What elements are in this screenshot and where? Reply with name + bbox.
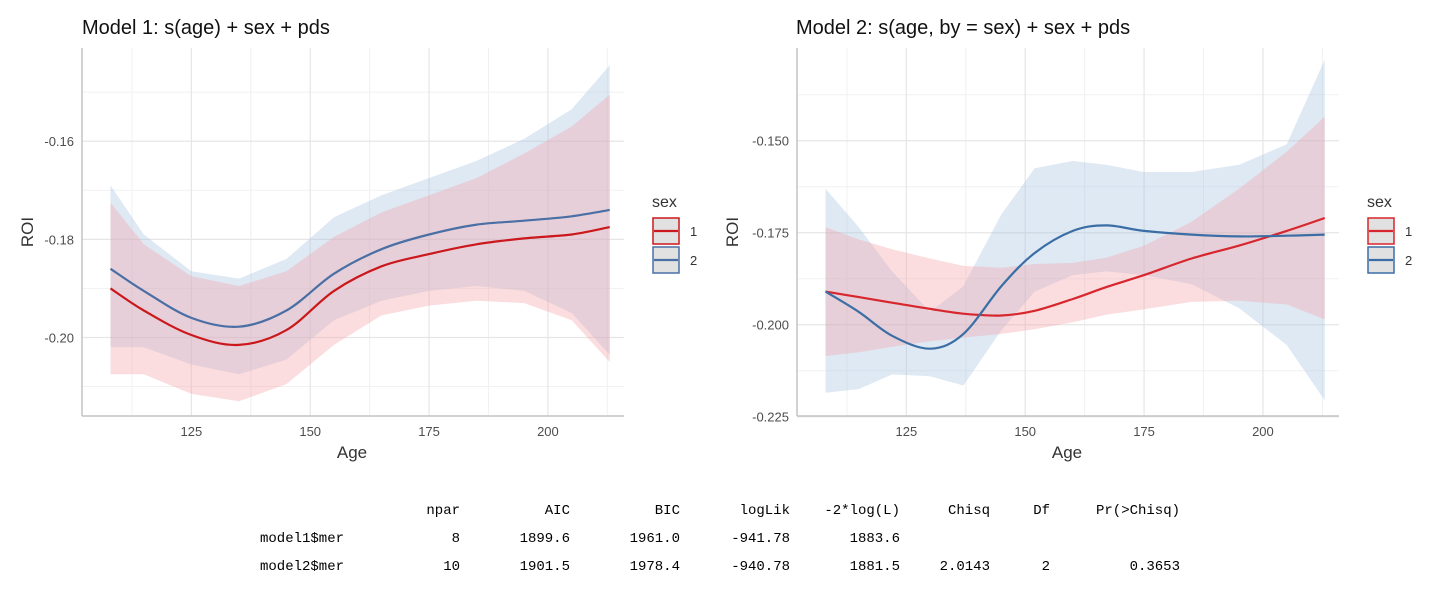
x-tick-label: 125 [895, 424, 917, 439]
x-tick-label: 150 [1014, 424, 1036, 439]
series-line-sex-2 [824, 224, 1325, 350]
x-tick-label: 125 [180, 424, 202, 439]
model1-xlabel: Age [337, 443, 367, 462]
model1-title: Model 1: s(age) + sex + pds [82, 17, 330, 39]
model2-title: Model 2: s(age, by = sex) + sex + pds [796, 17, 1130, 39]
model1-legend: sex 1 2 [652, 194, 697, 274]
confidence-band-sex-1 [825, 116, 1325, 356]
anova-cell: 1881.5 [850, 559, 900, 575]
model2-panel: Model 2: s(age, by = sex) + sex + pds RO… [723, 17, 1412, 462]
anova-cell: -941.78 [731, 531, 790, 547]
anova-cell: 1978.4 [630, 559, 680, 575]
anova-row-name: model2$mer [260, 559, 344, 575]
series-line-sex-1 [825, 216, 1326, 317]
anova-header: npar [426, 503, 460, 519]
x-tick-label: 175 [418, 424, 440, 439]
series-line-sex-2 [109, 208, 610, 329]
y-tick-label: -0.175 [752, 226, 789, 241]
anova-header-row: npar AIC BIC logLik -2*log(L) Chisq Df P… [426, 503, 1180, 519]
model1-legend-title: sex [652, 194, 677, 211]
anova-cell: -940.78 [731, 559, 790, 575]
model2-legend: sex 1 2 [1367, 194, 1412, 274]
model2-legend-title: sex [1367, 194, 1392, 211]
anova-header: logLik [740, 503, 790, 519]
legend-label: 1 [690, 224, 697, 239]
anova-row: model1$mer 8 1899.6 1961.0 -941.78 1883.… [260, 531, 900, 547]
anova-header: Df [1033, 503, 1050, 519]
anova-cell: 1901.5 [520, 559, 570, 575]
anova-header: Pr(>Chisq) [1096, 503, 1180, 519]
anova-cell: 2.0143 [940, 559, 990, 575]
model2-ylabel: ROI [723, 217, 742, 247]
y-tick-label: -0.200 [752, 318, 789, 333]
x-tick-label: 200 [537, 424, 559, 439]
anova-header: Chisq [948, 503, 990, 519]
model2-xlabel: Age [1052, 443, 1082, 462]
y-tick-label: -0.20 [44, 330, 74, 345]
anova-header: AIC [545, 503, 570, 519]
model1-plot-area: 125 150 175 200 -0.16 -0.18 -0.20 [44, 48, 624, 439]
anova-cell: 1899.6 [520, 531, 570, 547]
anova-cell: 10 [443, 559, 460, 575]
anova-cell: 2 [1042, 559, 1050, 575]
confidence-band-sex-2 [110, 65, 610, 375]
model1-panel: Model 1: s(age) + sex + pds ROI Age 125 1… [18, 17, 697, 462]
anova-cell: 1883.6 [850, 531, 900, 547]
anova-cell: 0.3653 [1130, 559, 1180, 575]
anova-row-name: model1$mer [260, 531, 344, 547]
x-tick-label: 200 [1252, 424, 1274, 439]
legend-label: 2 [690, 253, 697, 268]
x-tick-label: 150 [299, 424, 321, 439]
model1-ylabel: ROI [18, 217, 37, 247]
anova-cell: 1961.0 [630, 531, 680, 547]
legend-label: 1 [1405, 224, 1412, 239]
legend-label: 2 [1405, 253, 1412, 268]
model2-plot-area: 125 150 175 200 -0.150 -0.175 -0.200 -0.225 [752, 48, 1339, 439]
y-tick-label: -0.18 [44, 232, 74, 247]
anova-row: model2$mer 10 1901.5 1978.4 -940.78 1881… [260, 559, 1180, 575]
anova-table: npar AIC BIC logLik -2*log(L) Chisq Df P… [260, 503, 1180, 575]
confidence-band-sex-1 [110, 94, 610, 402]
anova-cell: 8 [452, 531, 460, 547]
y-tick-label: -0.225 [752, 410, 789, 425]
series-line-sex-1 [109, 226, 610, 347]
y-tick-label: -0.16 [44, 134, 74, 149]
x-tick-label: 175 [1133, 424, 1155, 439]
anova-header: -2*log(L) [824, 503, 900, 519]
anova-header: BIC [655, 503, 680, 519]
y-tick-label: -0.150 [752, 134, 789, 149]
